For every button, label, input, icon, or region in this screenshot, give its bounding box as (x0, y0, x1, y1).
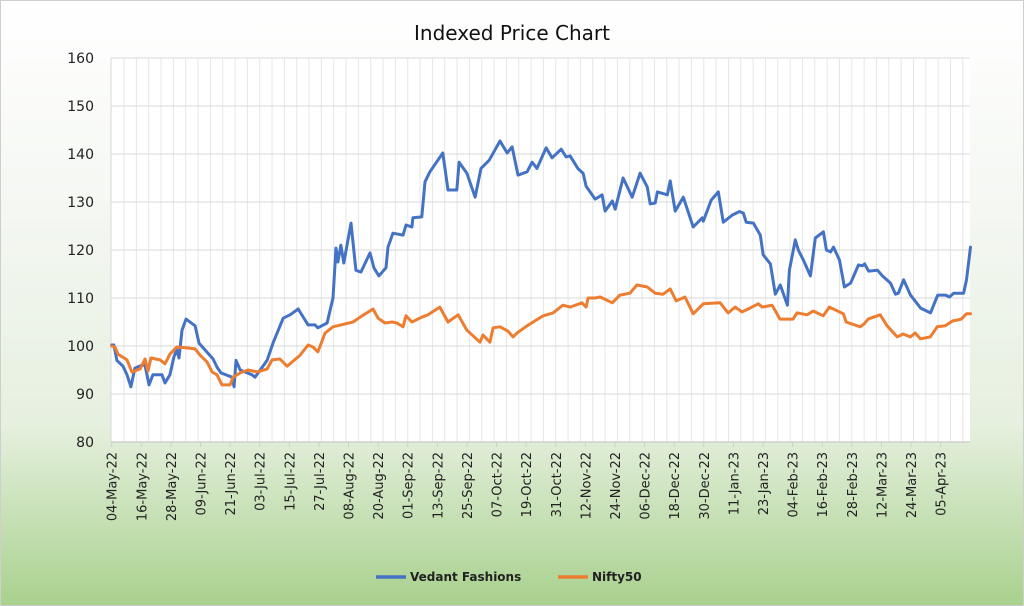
y-tick-label: 100 (67, 339, 94, 355)
x-tick-label: 28-May-22 (165, 452, 180, 521)
x-tick-label: 13-Sep-22 (431, 452, 446, 519)
x-tick-label: 24-Mar-23 (905, 452, 920, 518)
x-tick-label: 31-Oct-22 (550, 452, 565, 517)
x-tick-label: 20-Aug-22 (372, 452, 387, 520)
x-tick-label: 18-Dec-22 (668, 452, 683, 520)
x-tick-label: 12-Mar-23 (875, 452, 890, 518)
legend: Vedant Fashions Nifty50 (376, 570, 642, 584)
x-tick-label: 30-Dec-22 (698, 452, 713, 520)
series-line-nifty50 (110, 283, 972, 387)
y-tick-label: 140 (67, 147, 94, 163)
horizontal-gridlines (110, 57, 970, 443)
x-tick-label: 16-Feb-23 (816, 452, 831, 517)
legend-label-vedant-fashions: Vedant Fashions (410, 570, 521, 584)
x-tick-label: 04-May-22 (106, 452, 121, 521)
x-tick-label: 15-Jul-22 (283, 452, 298, 511)
x-tick-label: 04-Feb-23 (787, 452, 802, 517)
x-tick-label: 25-Sep-22 (461, 452, 476, 519)
x-tick-label: 19-Oct-22 (520, 452, 535, 517)
x-tick-label: 12-Nov-22 (579, 452, 594, 520)
x-tick-label: 27-Jul-22 (313, 452, 328, 511)
x-tick-label: 24-Nov-22 (609, 452, 624, 520)
y-tick-label: 80 (76, 435, 94, 451)
x-tick-label: 03-Jul-22 (254, 452, 269, 511)
x-tick-label: 08-Aug-22 (343, 452, 358, 520)
x-tick-label: 05-Apr-23 (935, 452, 950, 516)
x-tick-label: 28-Feb-23 (846, 452, 861, 517)
y-tick-label: 120 (67, 243, 94, 259)
y-axis-tick-labels: 80 90 100 110 120 130 140 150 160 (67, 51, 94, 451)
x-axis-tick-labels: 04-May-22 16-May-22 28-May-22 09-Jun-22 21-J… (106, 442, 950, 521)
x-tick-label: 11-Jan-23 (727, 452, 742, 515)
x-tick-label: 01-Sep-22 (402, 452, 417, 519)
x-tick-label: 07-Oct-22 (491, 452, 506, 517)
y-tick-label: 160 (67, 51, 94, 67)
y-tick-label: 90 (76, 387, 94, 403)
series-lines (110, 139, 972, 389)
series-line-vedant-fashions (110, 139, 972, 389)
x-tick-label: 21-Jun-22 (224, 452, 239, 516)
y-tick-label: 130 (67, 195, 94, 211)
x-tick-label: 09-Jun-22 (195, 452, 210, 516)
x-tick-label: 16-May-22 (135, 452, 150, 521)
x-tick-label: 06-Dec-22 (639, 452, 654, 520)
y-tick-label: 110 (67, 291, 94, 307)
chart-title: Indexed Price Chart (414, 21, 610, 45)
x-tick-label: 23-Jan-23 (757, 452, 772, 515)
y-tick-label: 150 (67, 99, 94, 115)
legend-label-nifty50: Nifty50 (592, 570, 642, 584)
